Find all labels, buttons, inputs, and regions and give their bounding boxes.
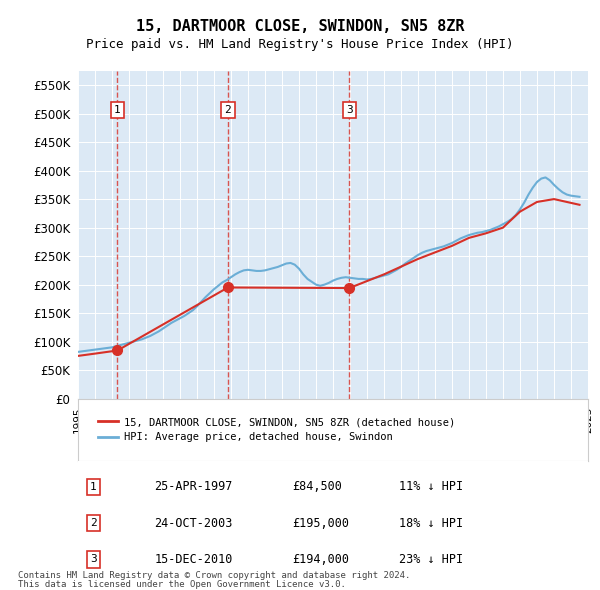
Text: 2: 2 (90, 518, 97, 528)
Text: 24-OCT-2003: 24-OCT-2003 (155, 517, 233, 530)
Text: 3: 3 (90, 555, 97, 565)
Text: Price paid vs. HM Land Registry's House Price Index (HPI): Price paid vs. HM Land Registry's House … (86, 38, 514, 51)
Text: £194,000: £194,000 (292, 553, 349, 566)
Text: 2: 2 (224, 105, 232, 115)
Legend: 15, DARTMOOR CLOSE, SWINDON, SN5 8ZR (detached house), HPI: Average price, detac: 15, DARTMOOR CLOSE, SWINDON, SN5 8ZR (de… (94, 413, 459, 447)
Text: 18% ↓ HPI: 18% ↓ HPI (400, 517, 463, 530)
Text: This data is licensed under the Open Government Licence v3.0.: This data is licensed under the Open Gov… (18, 579, 346, 589)
Text: 11% ↓ HPI: 11% ↓ HPI (400, 480, 463, 493)
Text: £84,500: £84,500 (292, 480, 342, 493)
Text: 23% ↓ HPI: 23% ↓ HPI (400, 553, 463, 566)
Text: 15, DARTMOOR CLOSE, SWINDON, SN5 8ZR: 15, DARTMOOR CLOSE, SWINDON, SN5 8ZR (136, 19, 464, 34)
Text: £195,000: £195,000 (292, 517, 349, 530)
Text: 15-DEC-2010: 15-DEC-2010 (155, 553, 233, 566)
Text: 1: 1 (90, 482, 97, 492)
Text: 25-APR-1997: 25-APR-1997 (155, 480, 233, 493)
Text: 3: 3 (346, 105, 353, 115)
Text: 1: 1 (114, 105, 121, 115)
Text: Contains HM Land Registry data © Crown copyright and database right 2024.: Contains HM Land Registry data © Crown c… (18, 571, 410, 580)
